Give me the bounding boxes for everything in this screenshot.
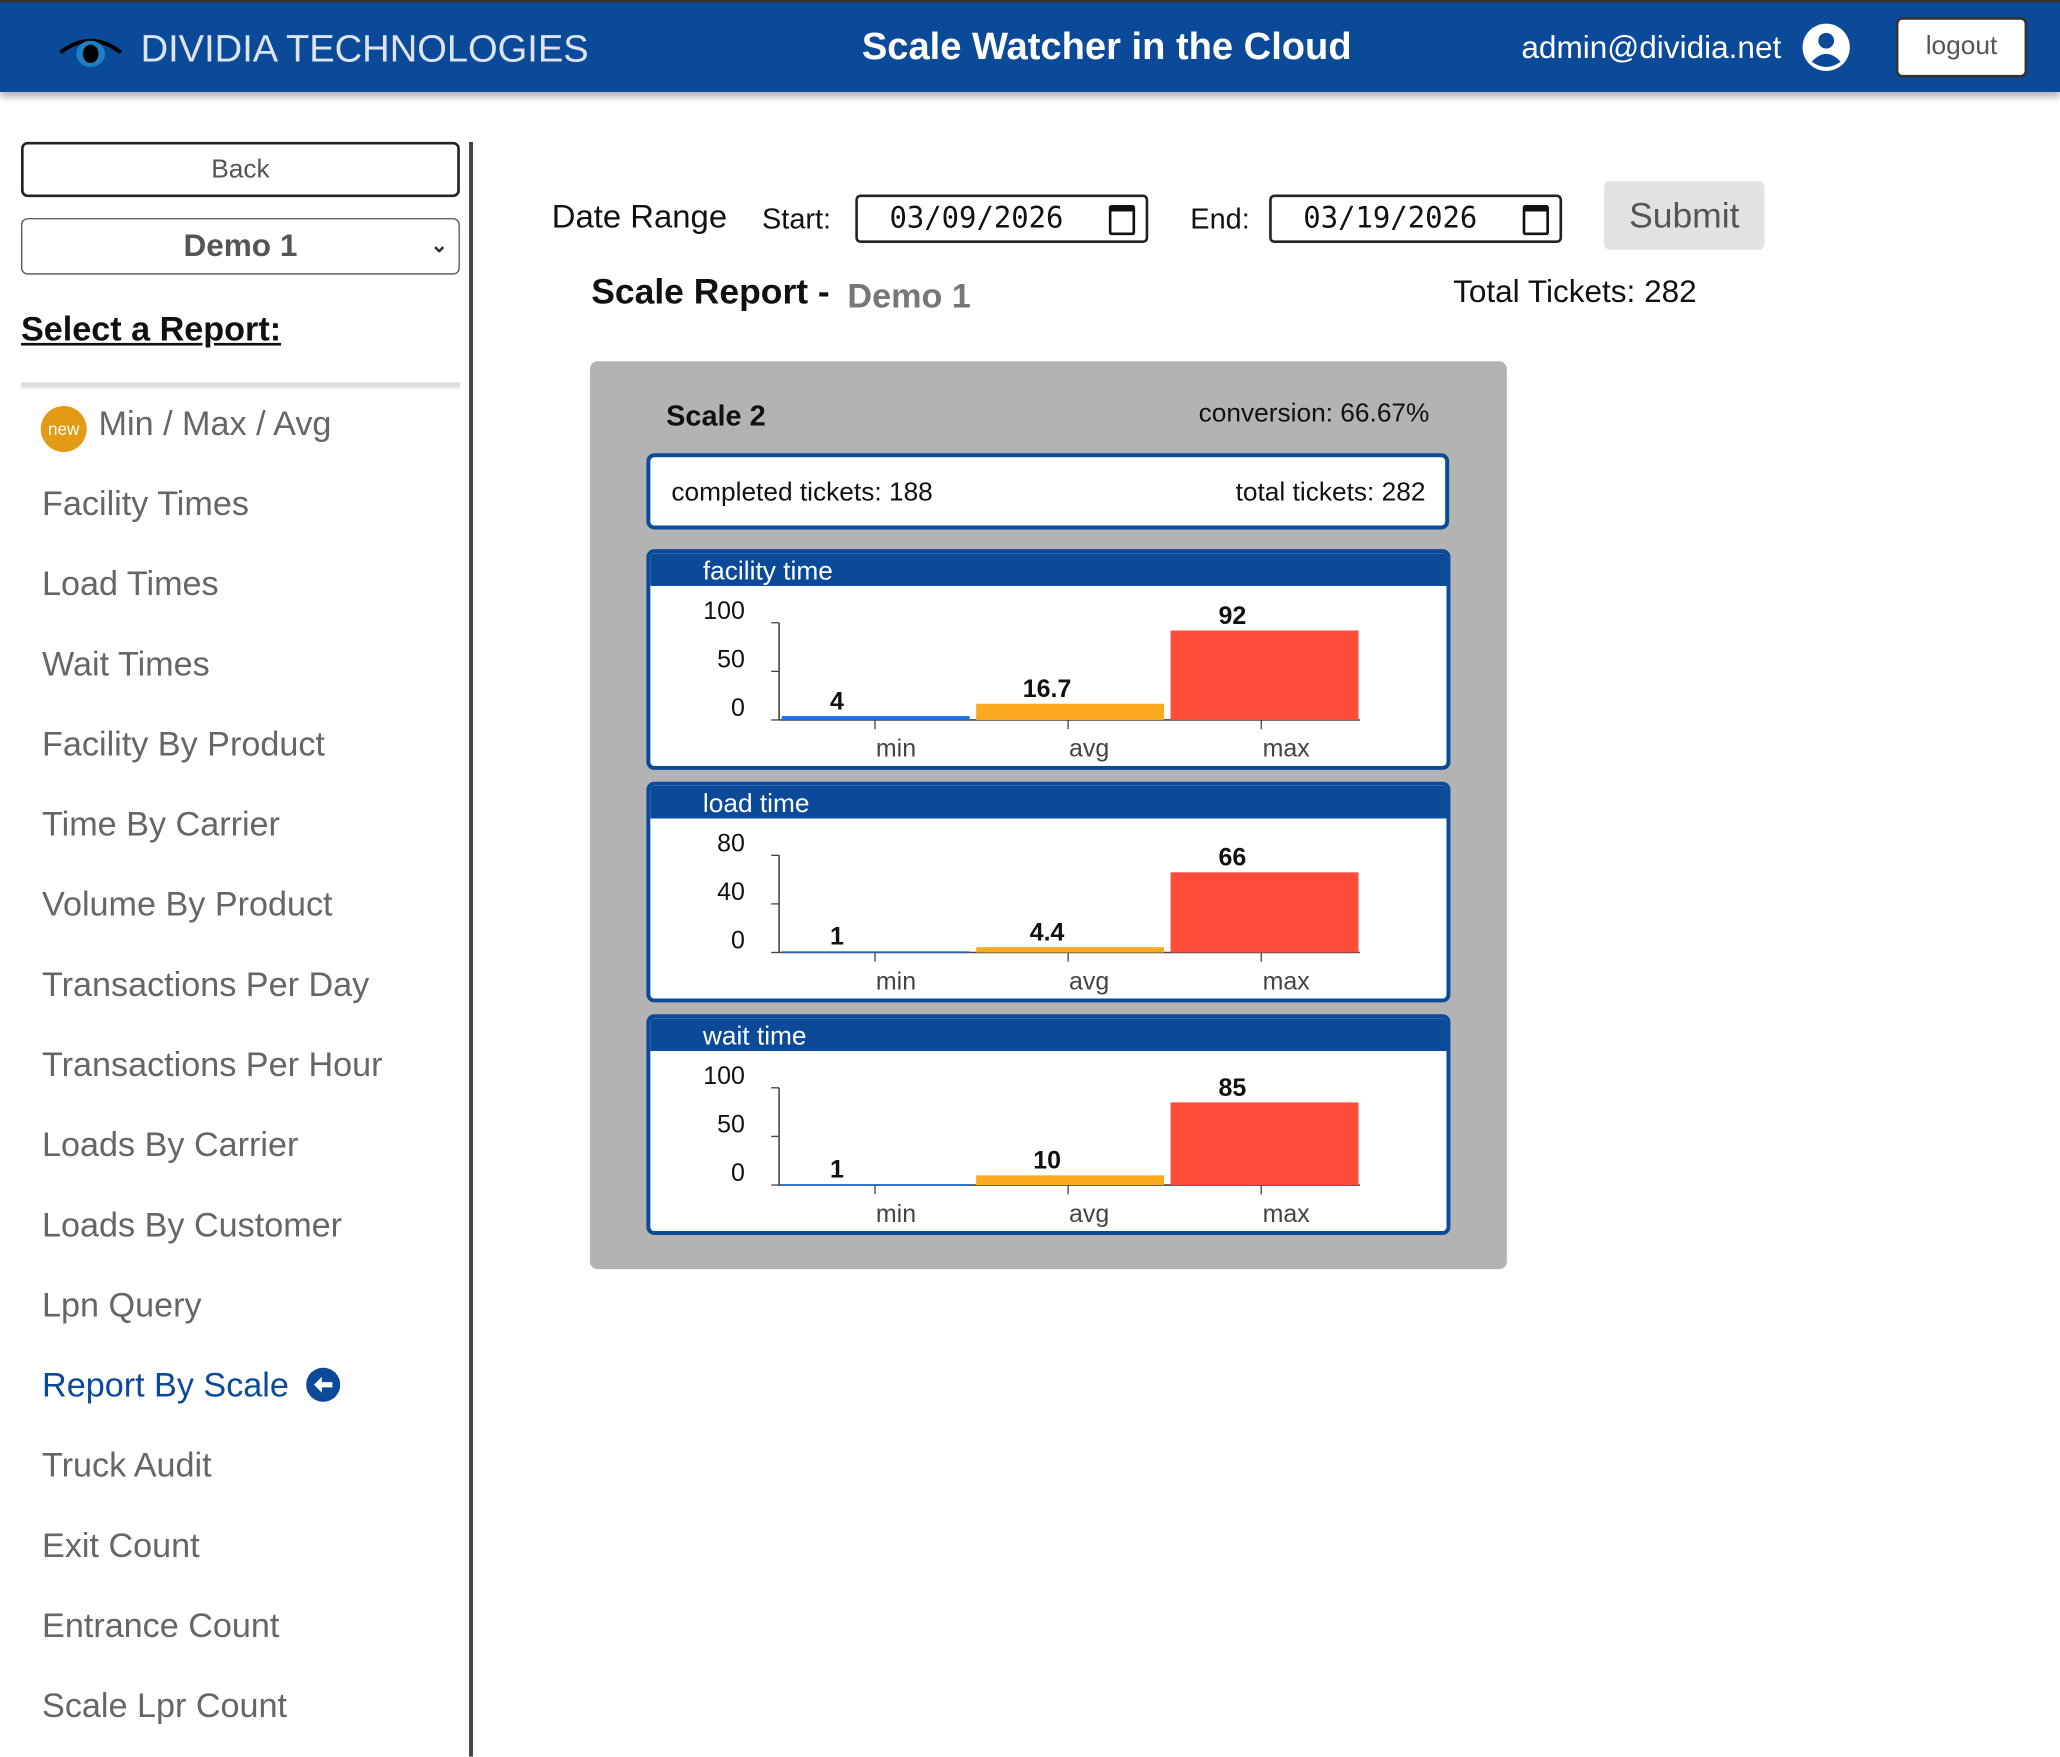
data-label: 10	[1033, 1147, 1061, 1175]
y-tick-label: 50	[717, 645, 745, 673]
sidebar-item-truck-audit[interactable]: Truck Audit	[42, 1445, 212, 1485]
bar-min	[781, 951, 970, 953]
report-site: Demo 1	[847, 275, 971, 316]
submit-button[interactable]: Submit	[1604, 181, 1765, 250]
y-tick-label: 0	[731, 927, 745, 955]
data-label: 92	[1218, 602, 1246, 630]
sidebar-item-min-max-avg[interactable]: Min / Max / Avg	[98, 403, 332, 443]
report-title: Scale Report -	[591, 271, 830, 312]
bar-max	[1170, 1102, 1359, 1186]
x-tick-label: avg	[1069, 735, 1109, 763]
chart-title: wait time	[650, 1018, 1447, 1052]
bar-avg	[976, 947, 1165, 953]
end-date-input[interactable]: 03/19/2026	[1269, 194, 1563, 244]
bar-chart: 0 50 100 min 4 avg 16.7 max 92	[703, 597, 1360, 763]
x-tick-label: min	[876, 1200, 916, 1228]
arrow-left-circle-icon	[306, 1367, 341, 1402]
data-label: 1	[830, 923, 844, 951]
x-tick-label: min	[876, 967, 916, 995]
y-tick-label: 80	[717, 829, 745, 857]
bar-max	[1170, 630, 1359, 720]
scale-total-tickets: total tickets: 282	[1235, 478, 1426, 508]
x-tick-label: max	[1263, 967, 1311, 995]
scale-name: Scale 2	[666, 399, 766, 433]
start-date-value: 03/09/2026	[889, 202, 1064, 236]
data-label: 4.4	[1030, 919, 1065, 947]
top-header: DIVIDIA TECHNOLOGIES Scale Watcher in th…	[0, 0, 2060, 92]
data-label: 16.7	[1023, 675, 1072, 703]
bar-min	[781, 716, 970, 720]
sidebar-item-loads-by-carrier[interactable]: Loads By Carrier	[42, 1124, 299, 1165]
user-account-icon[interactable]	[1801, 22, 1851, 72]
ticket-summary: completed tickets: 188 total tickets: 28…	[646, 453, 1450, 530]
start-date-input[interactable]: 03/09/2026	[855, 194, 1149, 244]
sidebar-item-loads-by-customer[interactable]: Loads By Customer	[42, 1204, 343, 1245]
bar-min	[781, 1184, 970, 1186]
data-label: 4	[830, 688, 844, 716]
calendar-icon[interactable]	[1108, 204, 1136, 236]
chevron-down-icon: ⌄	[430, 235, 449, 258]
new-badge: new	[40, 405, 87, 452]
sidebar-item-facility-times[interactable]: Facility Times	[42, 483, 249, 523]
conversion-rate: conversion: 66.67%	[1198, 399, 1430, 429]
sidebar-item-lpn-query[interactable]: Lpn Query	[42, 1284, 202, 1325]
site-select[interactable]: Demo 1 ⌄	[21, 218, 460, 275]
bar-max	[1170, 872, 1359, 953]
y-tick-label: 0	[731, 694, 745, 722]
x-tick-label: min	[876, 735, 916, 763]
x-tick-label: avg	[1069, 1200, 1109, 1228]
site-select-value: Demo 1	[183, 228, 298, 265]
sidebar-item-volume-by-product[interactable]: Volume By Product	[42, 884, 333, 924]
x-tick-label: max	[1263, 735, 1311, 763]
back-button[interactable]: Back	[21, 141, 460, 198]
total-tickets: Total Tickets: 282	[1453, 274, 1697, 311]
x-tick-label: avg	[1069, 967, 1109, 995]
select-report-heading: Select a Report:	[21, 308, 282, 349]
eye-logo-icon	[59, 38, 123, 68]
sidebar-item-entrance-count[interactable]: Entrance Count	[42, 1605, 280, 1645]
chart-card-wait-time: wait time 0 50 100 min 1 avg 10 max 85	[646, 1014, 1451, 1235]
sidebar-item-scale-lpr-count[interactable]: Scale Lpr Count	[42, 1685, 288, 1726]
calendar-icon[interactable]	[1522, 204, 1549, 236]
brand-name: DIVIDIA TECHNOLOGIES	[140, 28, 589, 71]
y-tick-label: 100	[703, 1062, 745, 1090]
y-tick-label: 100	[703, 597, 745, 625]
sidebar-item-exit-count[interactable]: Exit Count	[42, 1525, 200, 1565]
data-label: 66	[1218, 844, 1246, 872]
sidebar-item-wait-times[interactable]: Wait Times	[42, 643, 210, 684]
data-label: 85	[1218, 1074, 1246, 1102]
date-range-label: Date Range	[551, 198, 728, 236]
completed-tickets: completed tickets: 188	[671, 478, 933, 508]
chart-title: facility time	[650, 553, 1447, 586]
app-title: Scale Watcher in the Cloud	[861, 26, 1352, 69]
sidebar-item-facility-by-product[interactable]: Facility By Product	[42, 723, 325, 764]
sidebar-item-time-by-carrier[interactable]: Time By Carrier	[42, 804, 280, 844]
y-tick-label: 0	[731, 1159, 745, 1187]
sidebar-item-report-by-scale[interactable]: Report By Scale	[42, 1365, 289, 1405]
sidebar-item-load-times[interactable]: Load Times	[42, 563, 219, 604]
sidebar-item-transactions-per-day[interactable]: Transactions Per Day	[42, 964, 370, 1004]
sidebar-divider	[469, 141, 473, 1757]
x-tick-label: max	[1263, 1200, 1311, 1228]
end-label: End:	[1190, 202, 1250, 236]
logout-button[interactable]: logout	[1895, 17, 2028, 78]
sidebar-separator	[21, 382, 460, 387]
chart-card-load-time: load time 0 40 80 min 1 avg 4.4 max 66	[646, 781, 1451, 1003]
bar-avg	[976, 703, 1165, 720]
user-email: admin@dividia.net	[1521, 30, 1782, 66]
start-label: Start:	[762, 202, 832, 236]
chart-card-facility-time: facility time 0 50 100 min 4 avg 16.7 max 92	[646, 549, 1451, 770]
y-tick-label: 40	[717, 878, 745, 906]
sidebar-item-transactions-per-hour[interactable]: Transactions Per Hour	[42, 1044, 383, 1084]
data-label: 1	[830, 1156, 844, 1184]
end-date-value: 03/19/2026	[1303, 202, 1478, 236]
y-tick-label: 50	[717, 1110, 745, 1138]
chart-title: load time	[650, 785, 1447, 819]
bar-avg	[976, 1175, 1165, 1186]
bar-chart: 0 50 100 min 1 avg 10 max 85	[703, 1062, 1360, 1228]
